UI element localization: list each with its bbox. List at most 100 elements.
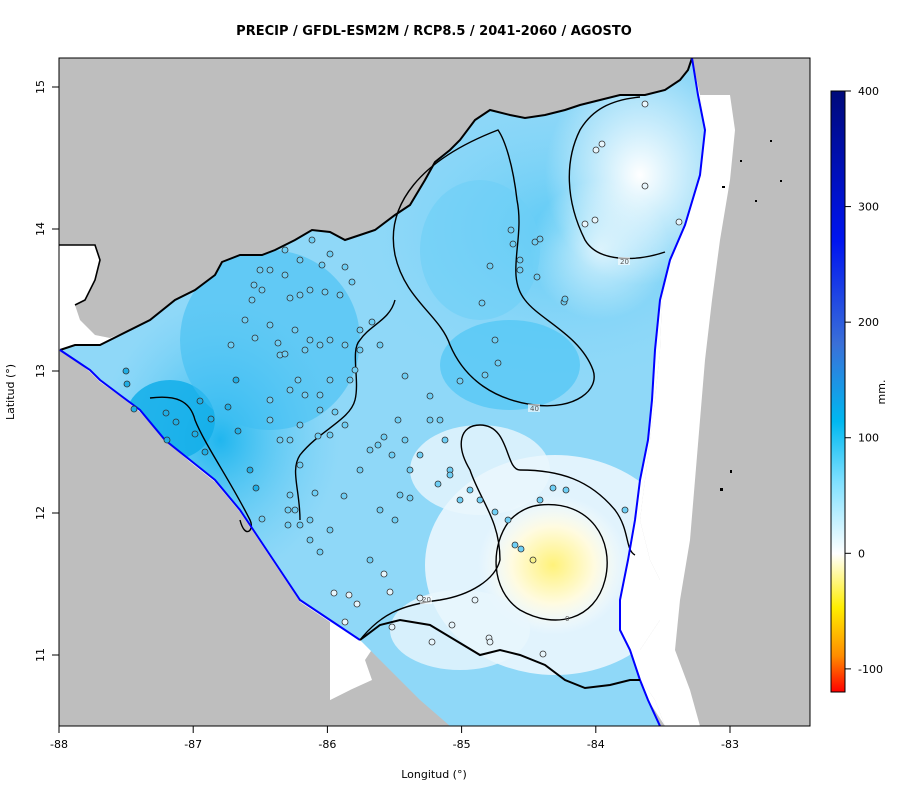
station-point bbox=[641, 100, 649, 108]
station-point bbox=[366, 556, 374, 564]
x-tick-label: -88 bbox=[50, 738, 68, 751]
station-point bbox=[376, 506, 384, 514]
x-tick-label: -85 bbox=[453, 738, 471, 751]
pacific-coast bbox=[59, 349, 361, 641]
station-point bbox=[341, 263, 349, 271]
colorbar-tick-label: 300 bbox=[858, 201, 879, 214]
station-point bbox=[394, 416, 402, 424]
contour-label-40: 40 bbox=[530, 405, 539, 413]
station-point bbox=[316, 341, 324, 349]
station-point bbox=[201, 448, 209, 456]
station-point bbox=[426, 392, 434, 400]
plot-frame bbox=[58, 57, 811, 727]
station-point bbox=[326, 376, 334, 384]
station-points bbox=[122, 100, 683, 658]
colorbar-tick-label: -100 bbox=[858, 663, 883, 676]
station-point bbox=[536, 496, 544, 504]
station-point bbox=[301, 346, 309, 354]
station-point bbox=[296, 256, 304, 264]
station-point bbox=[308, 236, 316, 244]
station-point bbox=[340, 492, 348, 500]
station-point bbox=[266, 396, 274, 404]
station-point bbox=[441, 436, 449, 444]
station-point bbox=[314, 432, 322, 440]
station-point bbox=[346, 376, 354, 384]
x-tick-label: -87 bbox=[184, 738, 202, 751]
y-tick-label: 12 bbox=[34, 506, 47, 520]
station-point bbox=[326, 250, 334, 258]
station-point bbox=[207, 415, 215, 423]
station-point bbox=[396, 491, 404, 499]
southern-border bbox=[359, 618, 640, 690]
station-point bbox=[306, 336, 314, 344]
station-point bbox=[274, 339, 282, 347]
station-point bbox=[476, 496, 484, 504]
station-point bbox=[353, 600, 361, 608]
station-point bbox=[301, 391, 309, 399]
y-axis-title: Latitud (°) bbox=[4, 364, 17, 420]
colorbar-tick-label: 400 bbox=[858, 85, 879, 98]
station-point bbox=[471, 596, 479, 604]
station-point bbox=[621, 506, 629, 514]
station-point bbox=[388, 451, 396, 459]
station-point bbox=[401, 372, 409, 380]
station-point bbox=[122, 367, 130, 375]
station-point bbox=[316, 391, 324, 399]
station-point bbox=[234, 427, 242, 435]
station-point bbox=[341, 618, 349, 626]
station-point bbox=[266, 321, 274, 329]
station-point bbox=[456, 496, 464, 504]
station-point bbox=[486, 638, 494, 646]
station-point bbox=[549, 484, 557, 492]
station-point bbox=[356, 466, 364, 474]
station-point bbox=[296, 421, 304, 429]
station-point bbox=[380, 570, 388, 578]
station-point bbox=[306, 286, 314, 294]
station-point bbox=[391, 516, 399, 524]
station-point bbox=[504, 516, 512, 524]
station-point bbox=[321, 288, 329, 296]
station-point bbox=[592, 146, 600, 154]
station-point bbox=[481, 371, 489, 379]
caribbean-ocean bbox=[640, 95, 735, 726]
station-point bbox=[478, 299, 486, 307]
station-point bbox=[341, 341, 349, 349]
station-point bbox=[294, 376, 302, 384]
station-point bbox=[130, 405, 138, 413]
station-point bbox=[286, 491, 294, 499]
map-title: PRECIP / GFDL-ESM2M / RCP8.5 / 2041-2060… bbox=[236, 24, 632, 39]
station-point bbox=[227, 341, 235, 349]
station-point bbox=[581, 220, 589, 228]
station-point bbox=[296, 291, 304, 299]
station-point bbox=[591, 216, 599, 224]
station-point bbox=[248, 296, 256, 304]
station-point bbox=[284, 521, 292, 529]
station-point bbox=[436, 416, 444, 424]
station-point bbox=[531, 238, 539, 246]
station-point bbox=[316, 406, 324, 414]
station-point bbox=[172, 418, 180, 426]
y-tick-label: 15 bbox=[34, 80, 47, 94]
station-point bbox=[330, 589, 338, 597]
station-point bbox=[516, 266, 524, 274]
station-point bbox=[286, 386, 294, 394]
station-point bbox=[348, 278, 356, 286]
station-point bbox=[306, 536, 314, 544]
x-axis-title: Longitud (°) bbox=[401, 768, 467, 781]
station-point bbox=[494, 359, 502, 367]
station-point bbox=[416, 451, 424, 459]
station-point bbox=[318, 261, 326, 269]
y-tick-label: 11 bbox=[34, 648, 47, 662]
contour-label-group: 20 40 20 0 bbox=[420, 257, 630, 623]
colorbar-tick-label: 0 bbox=[858, 547, 865, 560]
station-point bbox=[276, 436, 284, 444]
station-point bbox=[446, 471, 454, 479]
station-point bbox=[326, 336, 334, 344]
station-point bbox=[533, 273, 541, 281]
station-point bbox=[224, 403, 232, 411]
station-point bbox=[507, 226, 515, 234]
y-tick-label: 14 bbox=[34, 222, 47, 236]
station-point bbox=[296, 521, 304, 529]
x-tick-label: -86 bbox=[318, 738, 336, 751]
